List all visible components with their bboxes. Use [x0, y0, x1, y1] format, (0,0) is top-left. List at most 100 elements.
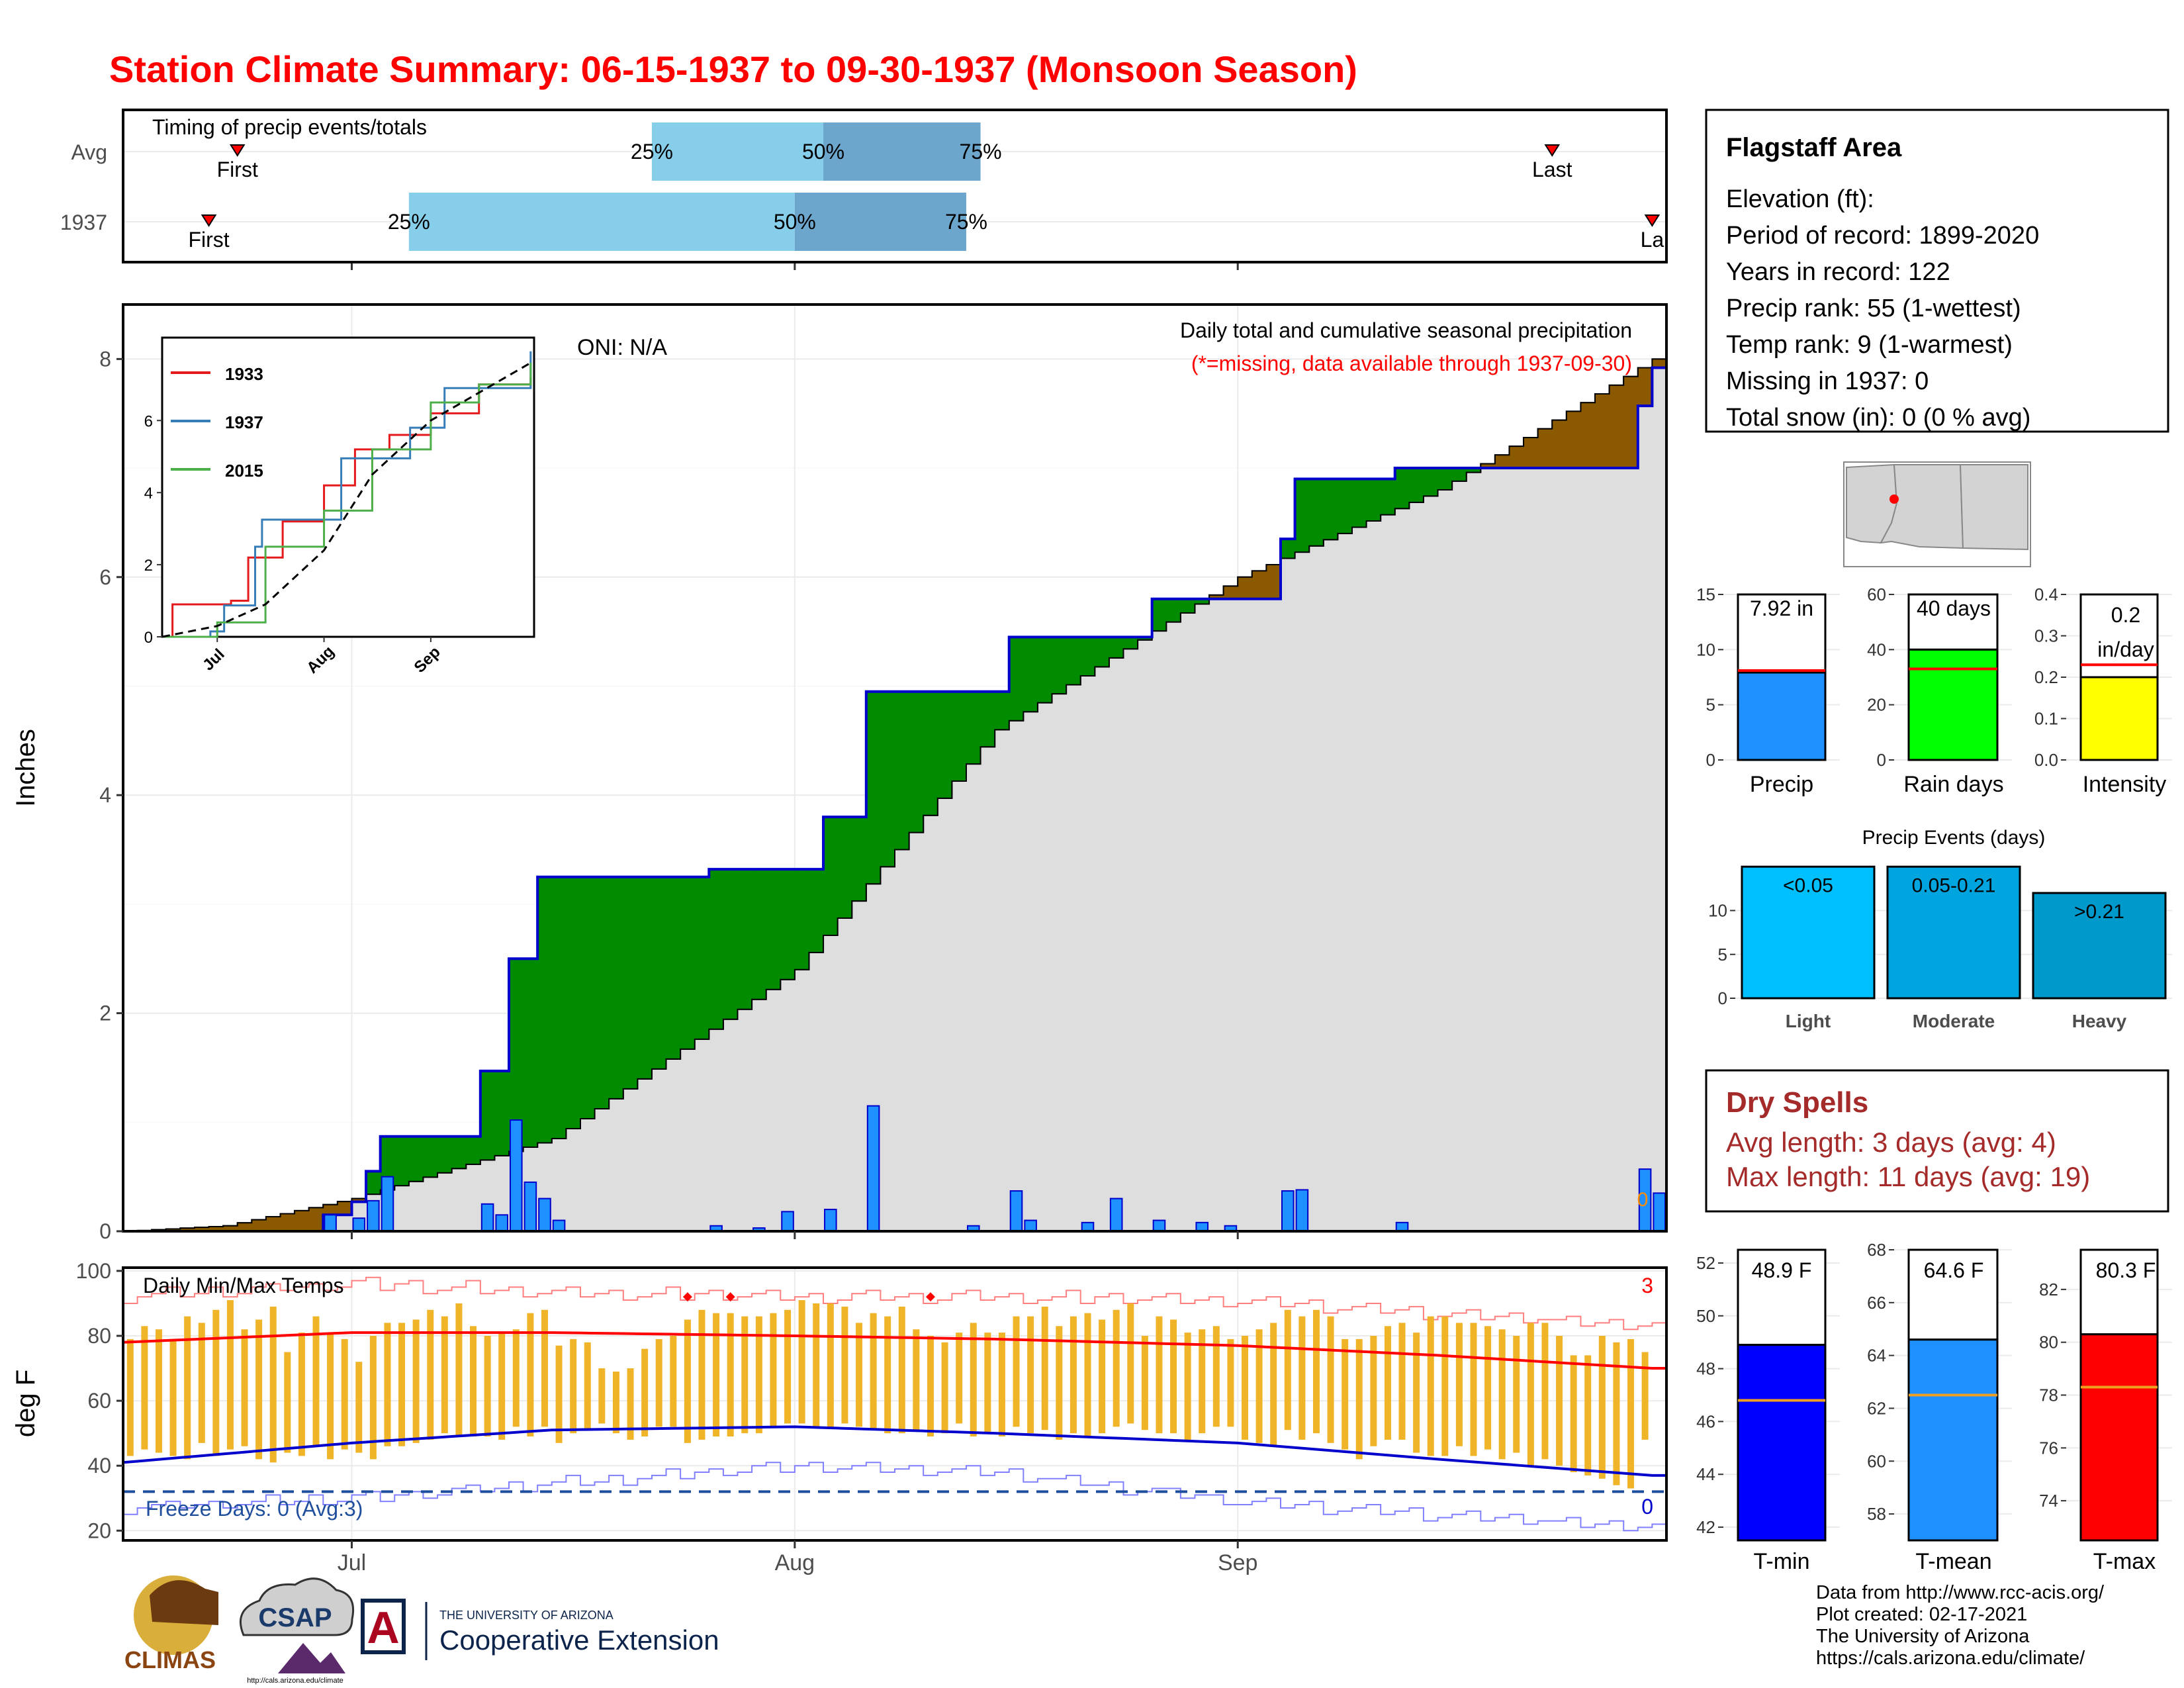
timing-panel-frame [122, 109, 1668, 263]
precip-y-tick-label: 2 [99, 1002, 111, 1025]
above-avg-area [394, 1136, 410, 1186]
daily-temp-bar [670, 1336, 677, 1427]
below-avg-area [1595, 394, 1610, 469]
daily-temp-bar [884, 1316, 891, 1434]
above-avg-area [880, 691, 895, 867]
record-max-marker [925, 1292, 935, 1302]
daily-temp-bar [1127, 1303, 1134, 1424]
first-marker-yr [201, 214, 217, 227]
above-avg-area [1166, 598, 1181, 622]
daily-precip-bar [552, 1219, 566, 1233]
below-avg-area [1509, 446, 1524, 469]
daily-temp-bar [327, 1333, 334, 1460]
precip-stat-label: Precip [1750, 772, 1813, 797]
daily-temp-bar [841, 1306, 848, 1424]
first-label-yr: First [188, 228, 229, 252]
timing-q2-bar-avg [823, 122, 981, 181]
temp-y-axis-label: deg F [11, 1370, 40, 1437]
above-avg-area [466, 1136, 481, 1164]
above-avg-area [1138, 637, 1153, 640]
above-avg-area [594, 876, 610, 1109]
precip-stat-label-box [1737, 593, 1827, 674]
below-avg-area [251, 1219, 267, 1231]
above-avg-area [423, 1136, 438, 1178]
dry-spells-title: Dry Spells [1726, 1086, 1868, 1119]
daily-temp-bar [1556, 1336, 1563, 1466]
daily-temp-bar [1627, 1338, 1635, 1489]
daily-temp-bar [1413, 1333, 1420, 1453]
above-avg-area [1281, 539, 1296, 559]
daily-temp-bar [1513, 1336, 1520, 1453]
daily-temp-bar [1156, 1316, 1163, 1434]
tmin-stat-y-tick-label: 44 [1696, 1464, 1715, 1484]
events-y-tick-label: 0 [1718, 988, 1727, 1008]
info-snow: Total snow (in): 0 (0 % avg) [1726, 404, 2030, 432]
station-name: Flagstaff Area [1726, 133, 1902, 162]
above-avg-area [1180, 598, 1195, 614]
below-avg-area [1238, 577, 1253, 599]
above-avg-area [1080, 637, 1095, 676]
daily-temp-bar [1069, 1316, 1077, 1434]
events-bar-moderate [1886, 865, 2021, 1000]
tmax-stat-label: T-max [2093, 1549, 2156, 1574]
legend-label-1937: 1937 [225, 412, 263, 432]
above-avg-area [723, 869, 738, 1019]
above-avg-area [823, 817, 839, 935]
above-avg-area [1323, 479, 1338, 540]
above-avg-area [480, 1070, 495, 1160]
daily-temp-bar [1355, 1338, 1363, 1460]
daily-temp-bar [813, 1303, 820, 1427]
timing-row-label-avg: Avg [71, 140, 107, 164]
daily-temp-bar [1242, 1336, 1249, 1440]
x-tick-label-sep: Sep [1218, 1550, 1258, 1575]
daily-temp-bar [1056, 1326, 1063, 1440]
daily-temp-bar [870, 1313, 877, 1430]
temp-y-tick-label: 100 [76, 1259, 111, 1283]
climas-logo-text: CLIMAS [124, 1646, 216, 1673]
daily-temp-bar [541, 1309, 548, 1427]
daily-precip-bar [866, 1105, 880, 1233]
above-avg-area [1095, 637, 1110, 667]
below-avg-area [1609, 385, 1624, 469]
rain-days-stat-label: Rain days [1903, 772, 2003, 797]
daily-temp-bar [998, 1333, 1005, 1437]
daily-temp-bar [1255, 1329, 1263, 1443]
tmax-stat-y-tick-label: 82 [2039, 1280, 2058, 1299]
events-title: Precip Events (days) [1862, 827, 2046, 849]
daily-temp-bar [927, 1336, 934, 1437]
daily-temp-bar [184, 1316, 191, 1460]
above-avg-area [509, 959, 524, 1152]
below-avg-area [1494, 455, 1510, 469]
avg-tmax-line [122, 1331, 1666, 1370]
last-label-avg: Last [1532, 158, 1572, 181]
above-avg-area [709, 869, 724, 1029]
x-axis: Jul Aug Sep [338, 1550, 1258, 1575]
daily-temp-bar [255, 1319, 263, 1460]
avg-cumulative-line [123, 358, 1666, 1232]
daily-precip-bar [1109, 1197, 1123, 1233]
daily-temp-bar [1613, 1342, 1620, 1485]
daily-temp-bar [1570, 1355, 1577, 1472]
above-avg-area [995, 691, 1010, 730]
above-avg-area [909, 691, 924, 833]
first-marker-avg [229, 144, 246, 157]
precip-missing-note: (*=missing, data available through 1937-… [1191, 352, 1632, 375]
daily-temp-bar [1013, 1316, 1020, 1427]
daily-temp-bar [1470, 1323, 1477, 1456]
precip-y-tick-label: 4 [99, 783, 111, 807]
above-avg-area [494, 1070, 510, 1156]
daily-temp-bar [984, 1333, 991, 1434]
below-avg-area [351, 1198, 367, 1202]
daily-precip-bar [1295, 1189, 1309, 1232]
info-years: Years in record: 122 [1726, 258, 1950, 286]
events-chart: 0 5 10 <0.05 Light 0.05-0.21 Moderate >0.21 Heav… [1708, 858, 2172, 1031]
daily-temp-bar [1342, 1338, 1349, 1450]
record-max-marker [682, 1292, 692, 1302]
events-bar-label-light: <0.05 [1783, 874, 1833, 896]
daily-temp-bar [1427, 1316, 1434, 1456]
daily-temp-bar [1041, 1306, 1048, 1430]
avg-tmin-line [122, 1425, 1666, 1477]
events-bar-label-moderate: 0.05-0.21 [1912, 874, 1996, 896]
daily-temp-bar [484, 1336, 491, 1437]
dry-spells-frame [1705, 1069, 2169, 1213]
